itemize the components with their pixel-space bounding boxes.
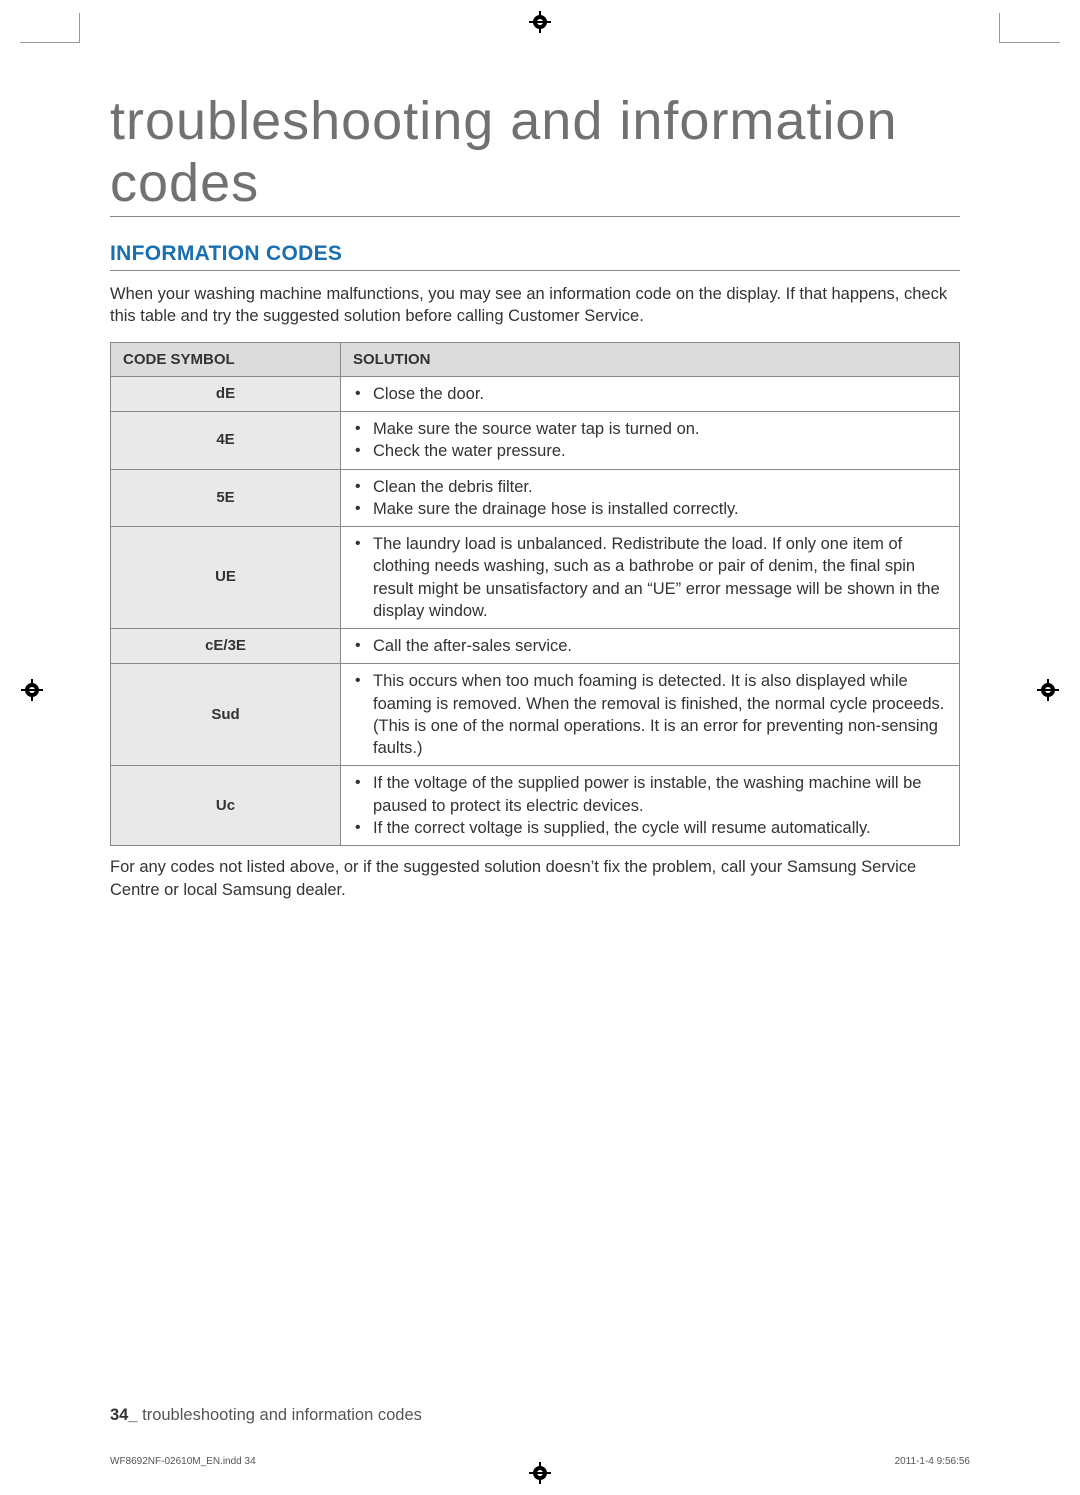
- solution-cell: Close the door.: [341, 376, 960, 411]
- table-row: 4E Make sure the source water tap is tur…: [111, 411, 960, 469]
- solution-item: This occurs when too much foaming is det…: [351, 670, 949, 759]
- information-codes-table: CODE SYMBOL SOLUTION dE Close the door. …: [110, 342, 960, 847]
- solution-cell: The laundry load is unbalanced. Redistri…: [341, 527, 960, 629]
- solution-item: If the voltage of the supplied power is …: [351, 772, 949, 817]
- code-symbol: Uc: [111, 766, 341, 846]
- page-number: 34_: [110, 1406, 138, 1424]
- solution-cell: If the voltage of the supplied power is …: [341, 766, 960, 846]
- footer-text: troubleshooting and information codes: [138, 1406, 422, 1424]
- solution-item: Make sure the drainage hose is installed…: [351, 498, 949, 520]
- registration-mark-icon: [22, 680, 42, 700]
- table-row: dE Close the door.: [111, 376, 960, 411]
- solution-item: Make sure the source water tap is turned…: [351, 418, 949, 440]
- table-row: 5E Clean the debris filter. Make sure th…: [111, 469, 960, 527]
- crop-mark: [1000, 42, 1060, 43]
- solution-item: Check the water pressure.: [351, 440, 949, 462]
- solution-item: Clean the debris filter.: [351, 476, 949, 498]
- page-content: troubleshooting and information codes IN…: [110, 90, 960, 901]
- page-footer: 34_ troubleshooting and information code…: [110, 1406, 422, 1425]
- print-filename: WF8692NF-02610M_EN.indd 34: [110, 1456, 256, 1467]
- outro-paragraph: For any codes not listed above, or if th…: [110, 856, 960, 901]
- code-symbol: dE: [111, 376, 341, 411]
- print-timestamp: 2011-1-4 9:56:56: [895, 1456, 970, 1467]
- table-header-solution: SOLUTION: [341, 342, 960, 376]
- table-row: cE/3E Call the after-sales service.: [111, 629, 960, 664]
- table-header-code: CODE SYMBOL: [111, 342, 341, 376]
- code-symbol: Sud: [111, 664, 341, 766]
- code-symbol: UE: [111, 527, 341, 629]
- registration-mark-icon: [530, 12, 550, 32]
- registration-mark-icon: [1038, 680, 1058, 700]
- solution-item: The laundry load is unbalanced. Redistri…: [351, 533, 949, 622]
- table-row: Uc If the voltage of the supplied power …: [111, 766, 960, 846]
- solution-cell: Call the after-sales service.: [341, 629, 960, 664]
- registration-mark-icon: [530, 1463, 550, 1483]
- crop-mark: [20, 42, 80, 43]
- solution-cell: Make sure the source water tap is turned…: [341, 411, 960, 469]
- section-heading: INFORMATION CODES: [110, 242, 960, 271]
- table-row: UE The laundry load is unbalanced. Redis…: [111, 527, 960, 629]
- page-title: troubleshooting and information codes: [110, 90, 960, 217]
- intro-paragraph: When your washing machine malfunctions, …: [110, 283, 960, 328]
- solution-cell: This occurs when too much foaming is det…: [341, 664, 960, 766]
- solution-item: Call the after-sales service.: [351, 635, 949, 657]
- solution-item: Close the door.: [351, 383, 949, 405]
- code-symbol: cE/3E: [111, 629, 341, 664]
- table-row: Sud This occurs when too much foaming is…: [111, 664, 960, 766]
- code-symbol: 5E: [111, 469, 341, 527]
- code-symbol: 4E: [111, 411, 341, 469]
- solution-cell: Clean the debris filter. Make sure the d…: [341, 469, 960, 527]
- solution-item: If the correct voltage is supplied, the …: [351, 817, 949, 839]
